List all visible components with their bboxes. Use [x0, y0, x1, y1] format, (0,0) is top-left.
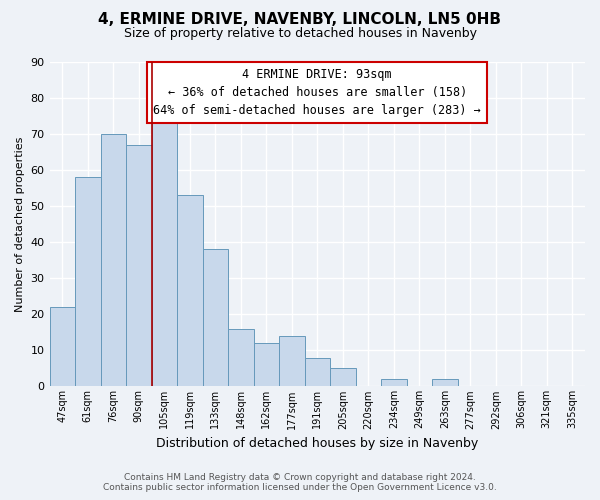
Text: 4, ERMINE DRIVE, NAVENBY, LINCOLN, LN5 0HB: 4, ERMINE DRIVE, NAVENBY, LINCOLN, LN5 0… — [98, 12, 502, 28]
Bar — [330, 368, 356, 386]
Bar — [305, 358, 330, 386]
Bar — [432, 379, 458, 386]
Bar — [177, 195, 203, 386]
Bar — [75, 177, 101, 386]
Y-axis label: Number of detached properties: Number of detached properties — [15, 136, 25, 312]
Bar — [152, 116, 177, 386]
Text: Size of property relative to detached houses in Navenby: Size of property relative to detached ho… — [124, 28, 476, 40]
Text: Contains HM Land Registry data © Crown copyright and database right 2024.
Contai: Contains HM Land Registry data © Crown c… — [103, 473, 497, 492]
Bar — [50, 307, 75, 386]
X-axis label: Distribution of detached houses by size in Navenby: Distribution of detached houses by size … — [156, 437, 478, 450]
Bar — [254, 343, 279, 386]
Bar — [126, 144, 152, 386]
Bar — [279, 336, 305, 386]
Bar — [101, 134, 126, 386]
Bar — [203, 249, 228, 386]
Text: 4 ERMINE DRIVE: 93sqm
← 36% of detached houses are smaller (158)
64% of semi-det: 4 ERMINE DRIVE: 93sqm ← 36% of detached … — [154, 68, 481, 117]
Bar — [228, 328, 254, 386]
Bar — [381, 379, 407, 386]
